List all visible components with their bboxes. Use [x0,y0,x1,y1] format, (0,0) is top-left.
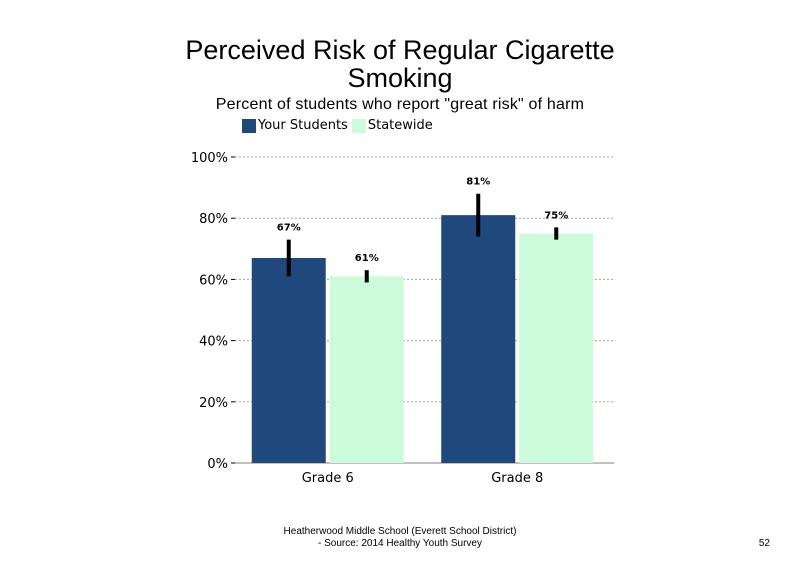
y-tick-label: 80% [199,212,228,227]
chart-title-line-2: Smoking [347,63,453,93]
data-label: 67% [277,223,301,234]
y-tick-label: 60% [199,273,228,288]
legend-swatch-your-students [242,118,256,133]
data-label: 61% [355,253,379,264]
footer-line-1: Heatherwood Middle School (Everett Schoo… [283,526,517,537]
y-tick-label: 20% [199,396,228,411]
y-tick-label: 0% [207,457,228,472]
page-number: 52 [758,538,770,549]
chart-title: Perceived Risk of Regular Cigarette Smok… [0,36,800,92]
footer: Heatherwood Middle School (Everett Schoo… [200,526,600,550]
legend-item-statewide: Statewide [351,118,433,133]
legend-label-statewide: Statewide [367,118,433,133]
x-tick-label: Grade 8 [491,471,543,486]
y-tick-label: 40% [199,335,228,350]
bar-statewide [329,276,404,463]
legend-label-your-students: Your Students [258,118,348,133]
y-tick-label: 100% [191,151,228,166]
x-tick-label: Grade 6 [302,471,354,486]
data-label: 81% [466,177,490,188]
footer-line-2: - Source: 2014 Healthy Youth Survey [318,538,482,549]
chart-subtitle: Percent of students who report "great ri… [215,96,585,113]
bar-your-students [251,257,326,463]
bar-statewide [519,233,594,463]
legend-swatch-statewide [351,118,366,133]
data-label: 75% [544,210,568,221]
chart-title-line-1: Perceived Risk of Regular Cigarette [185,35,615,65]
bar-your-students [441,215,516,463]
legend-item-your-students: Your Students [242,118,348,133]
legend: Your Students Statewide [242,118,437,133]
